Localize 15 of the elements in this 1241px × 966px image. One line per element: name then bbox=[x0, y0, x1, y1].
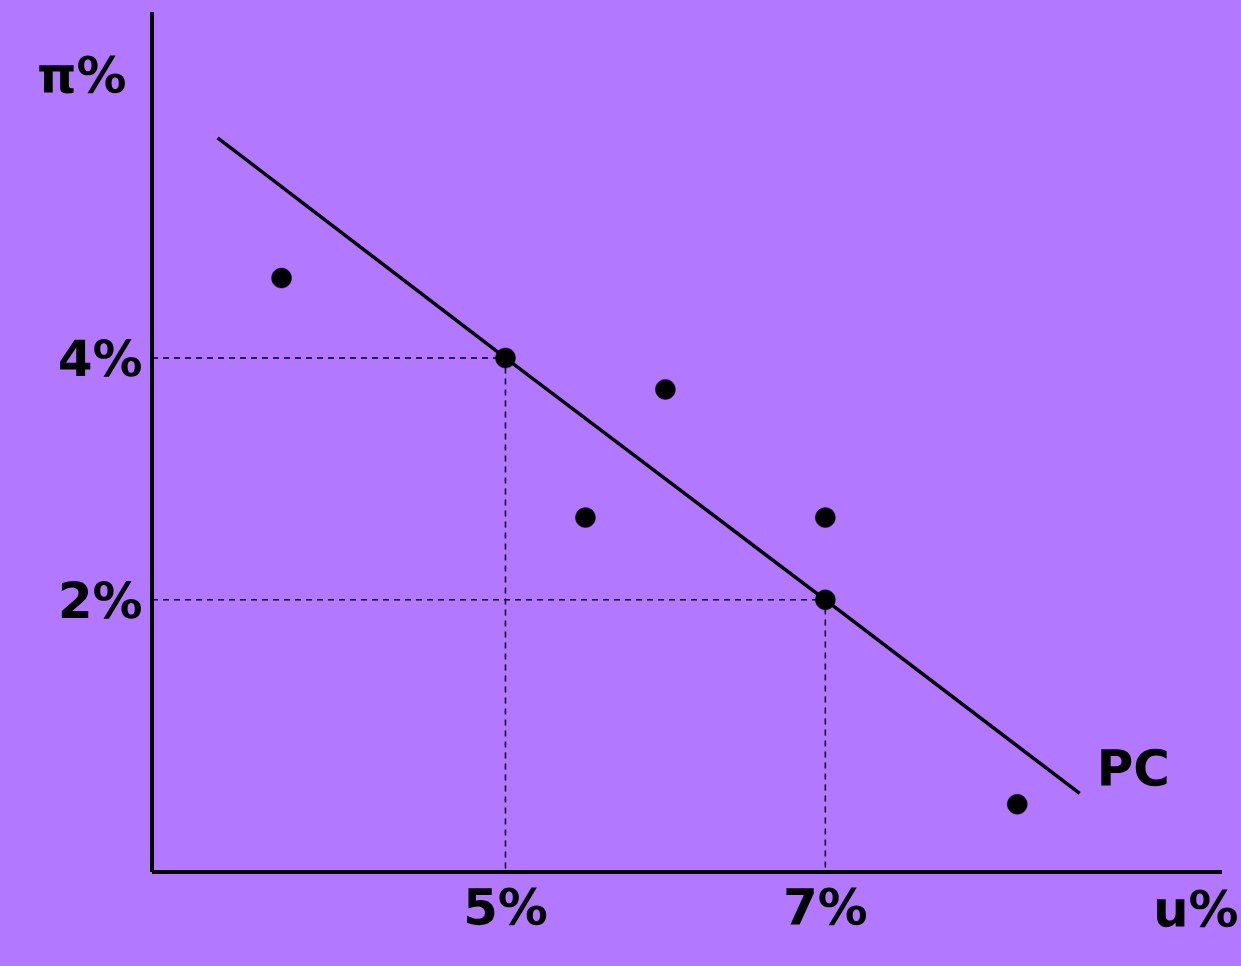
y-tick-label: 4% bbox=[60, 339, 141, 377]
point bbox=[1007, 794, 1028, 815]
point bbox=[815, 589, 836, 611]
y-tick-label: 2% bbox=[61, 581, 141, 619]
point bbox=[655, 379, 676, 400]
x-tick-label: 5% bbox=[467, 887, 547, 926]
point bbox=[815, 507, 836, 528]
point bbox=[575, 507, 596, 528]
x-tick-label: 7% bbox=[786, 887, 867, 926]
y-axis-title: π% bbox=[39, 55, 125, 94]
series-label: PC bbox=[1101, 748, 1167, 787]
point bbox=[271, 267, 292, 289]
line-series bbox=[215, 136, 1082, 796]
point bbox=[495, 347, 516, 369]
x-axis-title: u% bbox=[1157, 889, 1237, 928]
